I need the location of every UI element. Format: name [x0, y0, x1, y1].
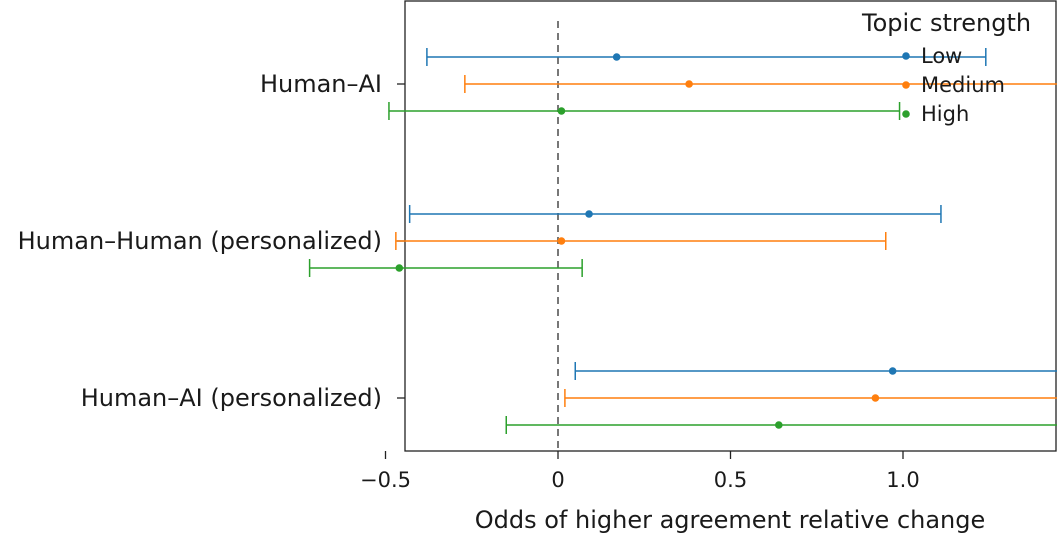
data-point: [685, 80, 693, 88]
data-point: [557, 107, 566, 115]
plot-frame: [404, 0, 1057, 452]
legend-label: High: [921, 102, 969, 126]
data-point: [557, 237, 566, 245]
legend-title: Topic strength: [861, 9, 1031, 37]
data-point: [395, 264, 404, 272]
data-point: [888, 367, 897, 375]
x-tick-label: −0.5: [360, 468, 411, 492]
legend-marker: [902, 52, 910, 60]
legend-marker: [902, 81, 910, 89]
category-label: Human–AI: [260, 70, 382, 98]
legend-marker: [902, 110, 910, 118]
x-tick-label: 0: [551, 468, 564, 492]
legend-label: Low: [921, 44, 962, 68]
x-axis-title: Odds of higher agreement relative change: [475, 506, 986, 534]
legend-label: Medium: [921, 73, 1005, 97]
category-label: Human–Human (personalized): [18, 227, 382, 255]
x-tick-label: 1.0: [886, 468, 919, 492]
x-tick-label: 0.5: [714, 468, 747, 492]
category-label: Human–AI (personalized): [81, 384, 382, 412]
data-point: [612, 53, 621, 61]
data-point: [871, 394, 880, 402]
data-point: [775, 421, 783, 429]
data-point: [585, 210, 593, 218]
